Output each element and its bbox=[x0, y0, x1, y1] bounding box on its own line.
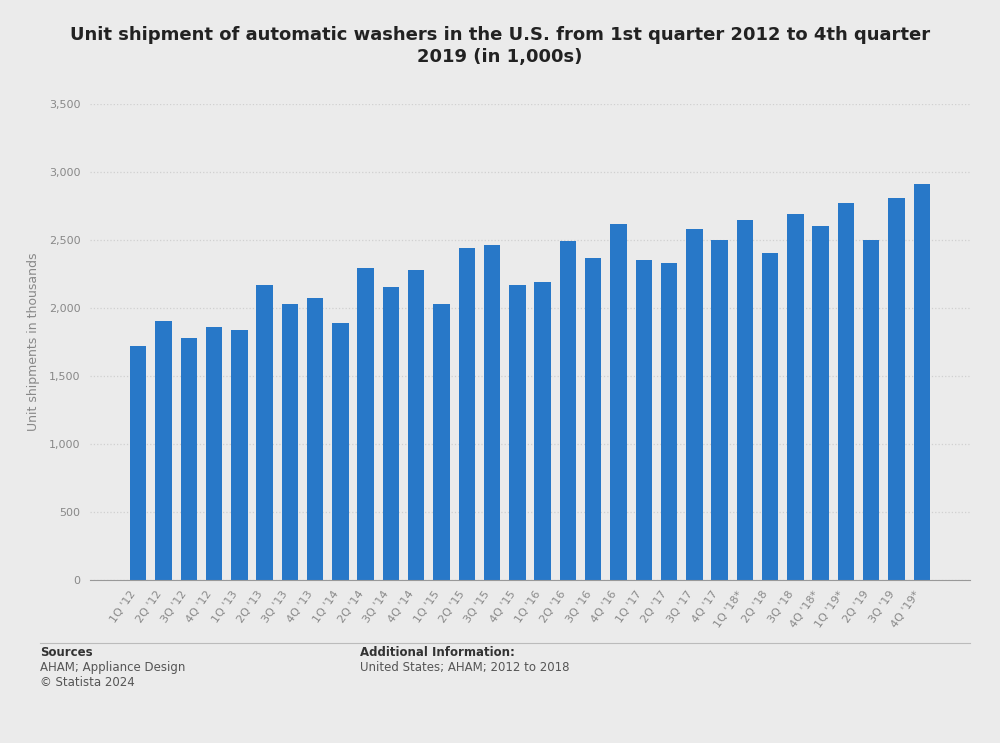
Bar bbox=[130, 345, 146, 580]
Bar bbox=[307, 298, 323, 580]
Bar bbox=[256, 285, 273, 580]
Bar bbox=[357, 268, 374, 580]
Bar bbox=[812, 227, 829, 580]
Text: 2019 (in 1,000s): 2019 (in 1,000s) bbox=[417, 48, 583, 66]
Bar bbox=[534, 282, 551, 580]
Bar bbox=[888, 198, 905, 580]
Bar bbox=[737, 219, 753, 580]
Text: AHAM; Appliance Design
© Statista 2024: AHAM; Appliance Design © Statista 2024 bbox=[40, 661, 185, 690]
Bar bbox=[155, 322, 172, 580]
Bar bbox=[383, 288, 399, 580]
Bar bbox=[711, 240, 728, 580]
Bar bbox=[863, 240, 879, 580]
Bar bbox=[762, 253, 778, 580]
Bar bbox=[636, 260, 652, 580]
Bar bbox=[560, 241, 576, 580]
Text: Additional Information:: Additional Information: bbox=[360, 646, 515, 659]
Bar bbox=[686, 229, 703, 580]
Bar bbox=[787, 214, 804, 580]
Y-axis label: Unit shipments in thousands: Unit shipments in thousands bbox=[27, 253, 40, 431]
Bar bbox=[610, 224, 627, 580]
Bar bbox=[459, 248, 475, 580]
Bar bbox=[509, 285, 526, 580]
Bar bbox=[332, 322, 349, 580]
Bar bbox=[282, 304, 298, 580]
Bar bbox=[914, 184, 930, 580]
Bar bbox=[408, 270, 424, 580]
Bar bbox=[181, 338, 197, 580]
Bar bbox=[838, 203, 854, 580]
Bar bbox=[231, 330, 248, 580]
Bar bbox=[206, 327, 222, 580]
Text: Sources: Sources bbox=[40, 646, 93, 659]
Bar bbox=[484, 245, 500, 580]
Bar bbox=[585, 258, 601, 580]
Bar bbox=[661, 263, 677, 580]
Text: Unit shipment of automatic washers in the U.S. from 1st quarter 2012 to 4th quar: Unit shipment of automatic washers in th… bbox=[70, 26, 930, 44]
Bar bbox=[433, 304, 450, 580]
Text: United States; AHAM; 2012 to 2018: United States; AHAM; 2012 to 2018 bbox=[360, 661, 570, 674]
